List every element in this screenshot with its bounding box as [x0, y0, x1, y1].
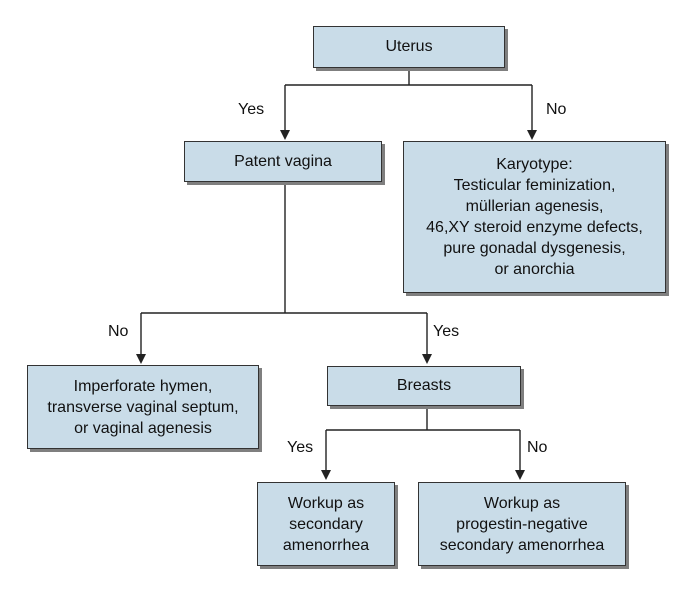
node-workup-secondary: Workup as secondary amenorrhea: [257, 482, 395, 566]
edge-label-uterus-yes: Yes: [238, 101, 265, 118]
node-karyotype-line: Testicular feminization,: [453, 177, 616, 194]
node-patent-vagina: Patent vagina: [184, 141, 382, 182]
node-breasts: Breasts: [327, 366, 521, 406]
edge-label-uterus-no: No: [546, 101, 567, 118]
node-workup-progestin-line: progestin-negative: [456, 515, 588, 533]
node-imperforate-line: Imperforate hymen,: [73, 377, 213, 395]
node-karyotype-line: 46,XY steroid enzyme defects,: [426, 219, 643, 236]
connector-vagina-split: [141, 181, 427, 314]
edge-label-vagina-yes: Yes: [433, 323, 460, 340]
node-workup-progestin: Workup as progestin-negative secondary a…: [418, 482, 626, 566]
node-uterus-line: Uterus: [385, 38, 433, 55]
node-imperforate: Imperforate hymen, transverse vaginal se…: [27, 365, 259, 449]
node-imperforate-line: or vaginal agenesis: [74, 419, 212, 437]
node-karyotype-line: or anorchia: [494, 261, 575, 278]
node-workup-secondary-line: secondary: [289, 515, 363, 533]
node-workup-secondary-line: amenorrhea: [282, 536, 370, 554]
node-karyotype-line: Karyotype:: [496, 156, 573, 173]
node-breasts-line: Breasts: [396, 377, 452, 394]
node-uterus: Uterus: [313, 26, 505, 68]
connector-breasts-split: [326, 405, 520, 431]
node-karyotype: Karyotype: Testicular feminization, müll…: [403, 141, 666, 293]
node-patent-vagina-line: Patent vagina: [234, 152, 332, 170]
node-karyotype-line: pure gonadal dysgenesis,: [443, 240, 626, 257]
node-imperforate-line: transverse vaginal septum,: [47, 398, 239, 416]
edge-label-breasts-yes: Yes: [287, 439, 314, 456]
edge-label-breasts-no: No: [527, 439, 548, 456]
connector-uterus-split: [285, 68, 532, 86]
node-workup-progestin-line: secondary amenorrhea: [439, 536, 605, 554]
node-workup-secondary-line: Workup as: [287, 494, 365, 512]
edge-label-vagina-no: No: [108, 323, 129, 340]
node-workup-progestin-line: Workup as: [483, 494, 561, 512]
node-karyotype-line: müllerian agenesis,: [465, 198, 604, 215]
